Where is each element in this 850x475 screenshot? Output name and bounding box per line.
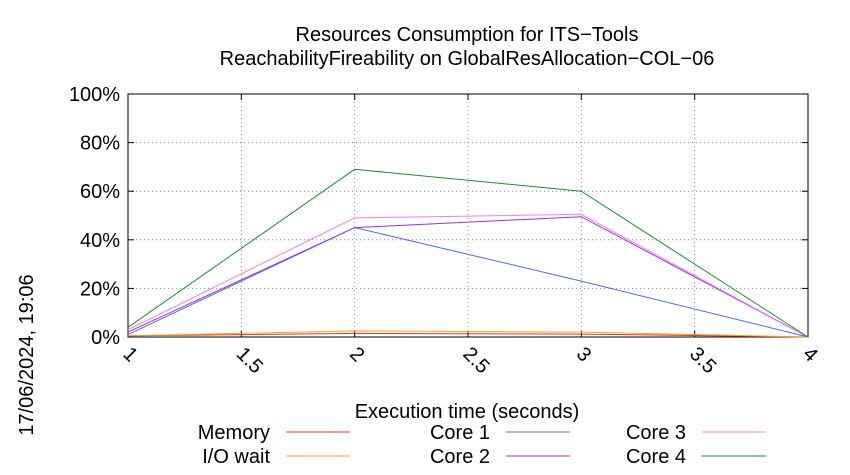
- chart-subtitle: ReachabilityFireability on GlobalResAllo…: [220, 48, 715, 70]
- series-line-core-2: [127, 216, 809, 338]
- x-axis-label: Execution time (seconds): [355, 401, 580, 423]
- legend-label: Memory: [198, 422, 270, 444]
- x-tick-label: 1.5: [232, 343, 267, 378]
- series-line-core-1: [127, 227, 809, 338]
- legend-label: Core 1: [430, 422, 490, 444]
- series-lines: [127, 168, 809, 338]
- series-line-core-3: [127, 213, 809, 338]
- y-tick-label: 80%: [80, 133, 120, 155]
- y-tick-label: 100%: [69, 84, 120, 106]
- legend-label: Core 3: [626, 422, 686, 444]
- legend-label: Core 2: [430, 446, 490, 468]
- x-tick-label: 3.5: [685, 343, 720, 378]
- grid-lines: [128, 94, 808, 337]
- chart-title: Resources Consumption for ITS−Tools: [296, 24, 639, 46]
- x-tick-label: 1: [118, 343, 141, 366]
- x-tick-label: 3: [572, 343, 595, 366]
- y-axis: 0% 20% 40% 60% 80% 100%: [69, 84, 808, 349]
- timestamp: 17/06/2024, 19:06: [16, 274, 38, 435]
- legend-label: I/O wait: [202, 446, 270, 468]
- y-tick-label: 40%: [80, 230, 120, 252]
- series-line-i-o-wait: [127, 330, 809, 338]
- x-tick-label: 2.5: [458, 343, 493, 378]
- x-tick-label: 4: [798, 343, 821, 366]
- series-line-core-4: [127, 168, 809, 338]
- x-tick-label: 2: [345, 343, 368, 366]
- y-tick-label: 0%: [91, 327, 120, 349]
- legend-label: Core 4: [626, 446, 686, 468]
- y-tick-label: 20%: [80, 278, 120, 300]
- y-tick-label: 60%: [80, 181, 120, 203]
- series-line-memory: [127, 332, 809, 338]
